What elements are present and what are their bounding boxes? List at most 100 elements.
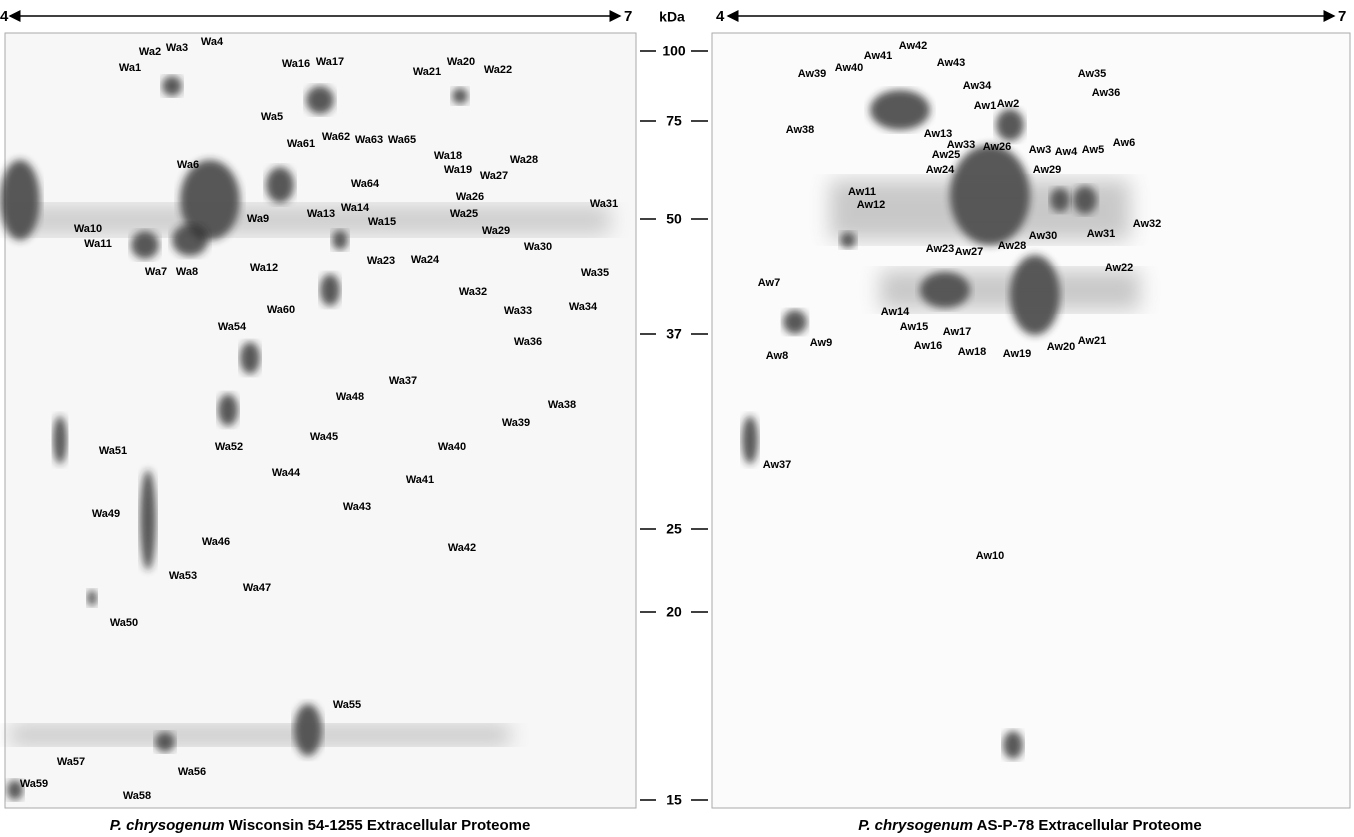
spot-label: Wa25 bbox=[450, 208, 478, 220]
spot-label: Aw6 bbox=[1113, 137, 1135, 149]
spot-label: Wa2 bbox=[139, 46, 161, 58]
spot-label: Wa41 bbox=[406, 474, 434, 486]
spot-label: Wa59 bbox=[20, 778, 48, 790]
spot-label: Wa28 bbox=[510, 154, 538, 166]
spot-label: Wa10 bbox=[74, 223, 102, 235]
spot-label: Wa64 bbox=[351, 178, 380, 190]
spot-label: Aw27 bbox=[955, 246, 984, 258]
spot-label: Wa16 bbox=[282, 58, 310, 70]
spot bbox=[306, 86, 334, 114]
spot-label: Aw1 bbox=[974, 100, 996, 112]
ph-start: 4 bbox=[0, 8, 9, 25]
spot-label: Wa54 bbox=[218, 321, 247, 333]
ph-end: 7 bbox=[1338, 8, 1346, 25]
tick-label: 100 bbox=[662, 43, 686, 59]
spot-label: Wa4 bbox=[201, 36, 224, 48]
spot-label: Aw29 bbox=[1033, 164, 1062, 176]
strain: Wisconsin 54-1255 Extracellular Proteome bbox=[229, 817, 531, 834]
spot-label: Wa19 bbox=[444, 164, 472, 176]
spot-label: Aw16 bbox=[914, 340, 943, 352]
spot-label: Aw40 bbox=[835, 62, 864, 74]
spot-label: Aw26 bbox=[983, 141, 1012, 153]
mw-unit: kDa bbox=[659, 9, 685, 25]
spot-label: Aw36 bbox=[1092, 87, 1121, 99]
spot-label: Wa11 bbox=[84, 238, 112, 250]
spot-label: Wa51 bbox=[99, 445, 127, 457]
spot-label: Wa39 bbox=[502, 417, 530, 429]
spot-label: Wa1 bbox=[119, 62, 141, 74]
spot-label: Wa15 bbox=[368, 216, 396, 228]
caption: P. chrysogenum AS-P-78 Extracellular Pro… bbox=[858, 817, 1201, 834]
spot bbox=[870, 90, 930, 130]
spot-label: Wa56 bbox=[178, 766, 206, 778]
spot-label: Wa44 bbox=[272, 467, 301, 479]
spot-label: Wa52 bbox=[215, 441, 243, 453]
spot-label: Wa62 bbox=[322, 131, 350, 143]
spot-label: Wa37 bbox=[389, 375, 417, 387]
spot-label: Aw38 bbox=[786, 124, 815, 136]
spot-label: Aw33 bbox=[947, 139, 976, 151]
spot bbox=[218, 394, 238, 426]
spot-label: Aw31 bbox=[1087, 228, 1116, 240]
ph-start: 4 bbox=[716, 8, 725, 25]
spot-label: Wa33 bbox=[504, 305, 532, 317]
spot-label: Wa47 bbox=[243, 582, 271, 594]
spot-label: Aw24 bbox=[926, 164, 955, 176]
spot bbox=[266, 167, 294, 203]
spot-label: Aw12 bbox=[857, 199, 886, 211]
species: P. chrysogenum bbox=[858, 817, 973, 834]
spot-label: Wa5 bbox=[261, 111, 283, 123]
spot-label: Wa23 bbox=[367, 255, 395, 267]
spot bbox=[162, 76, 182, 96]
spot-label: Aw2 bbox=[997, 98, 1019, 110]
spot-label: Aw28 bbox=[998, 240, 1027, 252]
spot-label: Wa24 bbox=[411, 254, 440, 266]
spot bbox=[140, 470, 156, 570]
spot-label: Wa45 bbox=[310, 431, 338, 443]
spot bbox=[742, 416, 758, 464]
spot-label: Wa46 bbox=[202, 536, 230, 548]
streak bbox=[10, 725, 510, 745]
tick-label: 15 bbox=[666, 792, 682, 808]
spot-label: Wa22 bbox=[484, 64, 512, 76]
spot-label: Aw30 bbox=[1029, 230, 1058, 242]
spot-label: Wa35 bbox=[581, 267, 609, 279]
spot-label: Wa29 bbox=[482, 225, 510, 237]
spot-label: Wa48 bbox=[336, 391, 364, 403]
spot-label: Wa42 bbox=[448, 542, 476, 554]
spot-label: Wa7 bbox=[145, 266, 167, 278]
spot-label: Wa40 bbox=[438, 441, 466, 453]
spot bbox=[131, 231, 159, 259]
spot-label: Wa31 bbox=[590, 198, 618, 210]
spot-label: Wa60 bbox=[267, 304, 295, 316]
spot-label: Wa13 bbox=[307, 208, 335, 220]
spot bbox=[87, 590, 97, 606]
spot-label: Aw17 bbox=[943, 326, 972, 338]
caption: P. chrysogenum Wisconsin 54-1255 Extrace… bbox=[110, 817, 531, 834]
figure: 4 7 4 7 kDa P. chrysogenum Wisconsin 54-… bbox=[0, 0, 1354, 837]
spot-label: Aw4 bbox=[1055, 146, 1078, 158]
spot bbox=[240, 342, 260, 374]
spot bbox=[996, 109, 1024, 141]
spot-label: Aw14 bbox=[881, 306, 910, 318]
spot-label: Wa21 bbox=[413, 66, 441, 78]
spot-label: Wa12 bbox=[250, 262, 278, 274]
spot-label: Wa58 bbox=[123, 790, 151, 802]
spot-label: Aw9 bbox=[810, 337, 832, 349]
ph-end: 7 bbox=[624, 8, 632, 25]
spot-label: Wa26 bbox=[456, 191, 484, 203]
spot-label: Wa43 bbox=[343, 501, 371, 513]
spot-label: Aw11 bbox=[848, 186, 876, 198]
spot-label: Aw20 bbox=[1047, 341, 1076, 353]
spot-label: Aw35 bbox=[1078, 68, 1107, 80]
spot-label: Aw34 bbox=[963, 80, 992, 92]
spot-label: Wa34 bbox=[569, 301, 598, 313]
spot bbox=[53, 416, 67, 464]
spot-label: Wa36 bbox=[514, 336, 542, 348]
gel-left bbox=[5, 33, 636, 808]
spot-label: Wa63 bbox=[355, 134, 383, 146]
spot-label: Wa27 bbox=[480, 170, 508, 182]
spot-label: Aw10 bbox=[976, 550, 1005, 562]
spot-label: Wa6 bbox=[177, 159, 199, 171]
spot-label: Wa20 bbox=[447, 56, 475, 68]
